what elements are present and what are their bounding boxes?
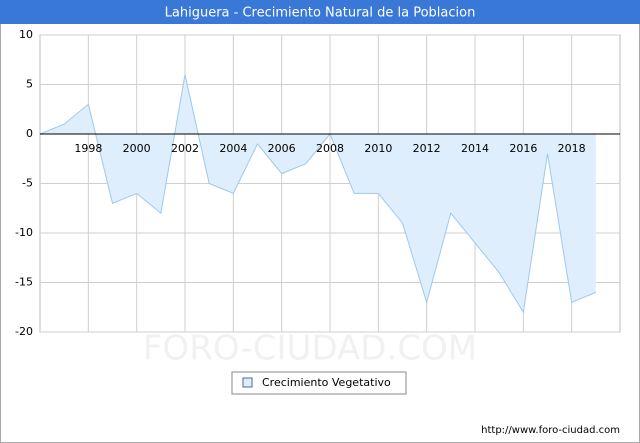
x-tick-label: 2018 [558,142,586,155]
y-tick-label: 10 [19,28,33,41]
x-tick-label: 2014 [461,142,489,155]
legend-swatch [242,377,253,388]
x-tick-label: 1998 [74,142,102,155]
x-tick-label: 2008 [316,142,344,155]
x-tick-label: 2006 [268,142,296,155]
x-tick-label: 2016 [509,142,537,155]
y-tick-label: -15 [15,276,33,289]
y-tick-label: 5 [26,78,33,91]
y-tick-label: -5 [22,177,33,190]
x-tick-label: 2000 [123,142,151,155]
legend [231,371,407,395]
x-tick-label: 2004 [219,142,247,155]
chart-title: Lahiguera - Crecimiento Natural de la Po… [165,6,476,21]
x-tick-label: 2012 [413,142,441,155]
legend-label: Crecimiento Vegetativo [262,376,391,389]
x-tick-label: 2002 [171,142,199,155]
watermark: FORO-CIUDAD.COM [143,329,477,369]
y-tick-label: -20 [15,325,33,338]
y-tick-label: -10 [15,226,33,239]
title-bar [0,0,640,24]
line [39,74,597,314]
y-tick-label: 0 [26,127,33,140]
x-tick-label: 2010 [364,142,392,155]
footer: http://www.foro-ciudad.com [481,425,620,436]
